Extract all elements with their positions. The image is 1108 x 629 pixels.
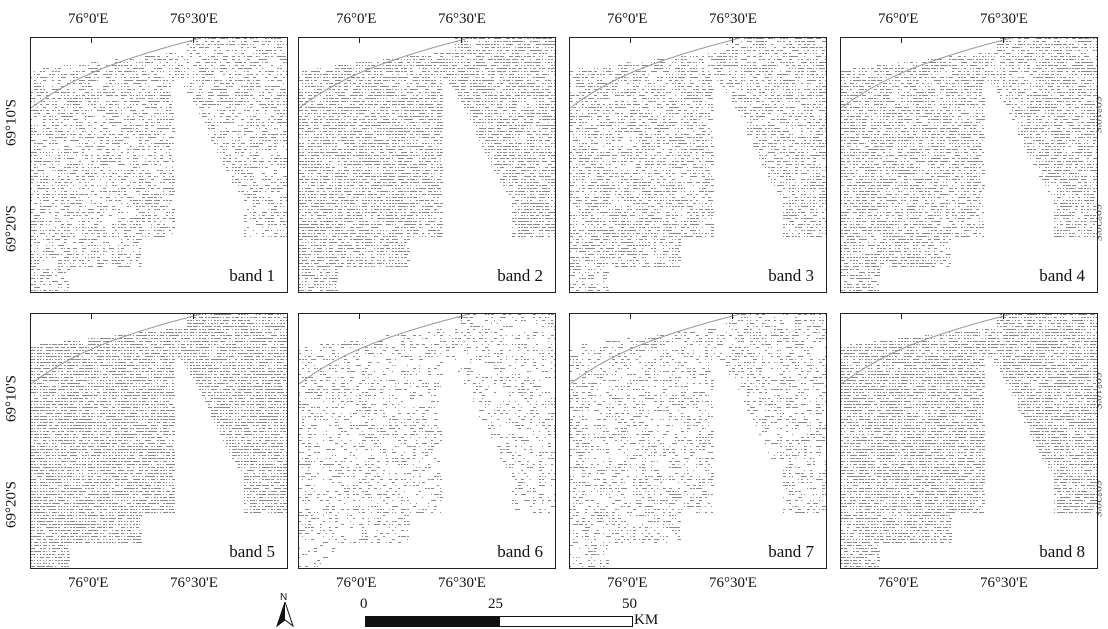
frame-tick xyxy=(901,314,902,319)
top-tick-label: 76°30'E xyxy=(438,11,486,27)
left-tick-label: 69°10'S xyxy=(3,374,20,423)
left-tick-label: 69°20'S xyxy=(3,480,20,529)
north-label: N xyxy=(280,592,288,603)
frame-tick xyxy=(359,38,360,43)
raster-texture xyxy=(299,314,555,567)
bottom-tick-label: 76°0'E xyxy=(68,575,109,591)
bottom-tick-label: 76°30'E xyxy=(709,575,757,591)
top-tick-label: 76°30'E xyxy=(709,11,757,27)
band-label: band 6 xyxy=(495,542,545,562)
coastline xyxy=(299,38,470,109)
band-panel: band 8 xyxy=(840,313,1098,569)
frame-tick xyxy=(901,38,902,43)
raster-texture xyxy=(570,314,826,567)
band-map-image xyxy=(570,38,826,291)
scale-tick-25: 25 xyxy=(488,596,503,612)
band-label: band 8 xyxy=(1037,542,1087,562)
band-panel: band 7 xyxy=(569,313,827,569)
coastline xyxy=(31,38,202,109)
frame-tick xyxy=(91,314,92,319)
band-label: band 5 xyxy=(227,542,277,562)
band-label: band 7 xyxy=(766,542,816,562)
coastline xyxy=(299,314,470,385)
scale-bar-white xyxy=(499,616,633,627)
band-panel: band 1 xyxy=(30,37,288,293)
band-map-image xyxy=(570,314,826,567)
band-label: band 3 xyxy=(766,266,816,286)
north-arrow-icon xyxy=(276,602,294,628)
bottom-tick-label: 76°30'E xyxy=(980,575,1028,591)
raster-texture xyxy=(31,314,287,567)
band-panel: band 3 xyxy=(569,37,827,293)
band-map-image xyxy=(299,314,555,567)
frame-tick xyxy=(1003,314,1004,319)
band-panel: band 2 xyxy=(298,37,556,293)
frame-tick xyxy=(630,38,631,43)
band-map-image xyxy=(841,314,1097,567)
top-tick-label: 76°0'E xyxy=(336,11,377,27)
band-label: band 1 xyxy=(227,266,277,286)
band-map-image xyxy=(841,38,1097,291)
frame-tick xyxy=(91,38,92,43)
band-map-image xyxy=(299,38,555,291)
coastline xyxy=(570,314,741,385)
band-map-image xyxy=(31,314,287,567)
frame-tick xyxy=(461,38,462,43)
north-arrow: N xyxy=(274,592,296,628)
top-tick-label: 76°30'E xyxy=(980,11,1028,27)
top-tick-label: 76°0'E xyxy=(607,11,648,27)
frame-tick xyxy=(193,314,194,319)
scale-tick-0: 0 xyxy=(360,596,368,612)
bottom-tick-label: 76°30'E xyxy=(438,575,486,591)
frame-tick xyxy=(732,314,733,319)
band-label: band 2 xyxy=(495,266,545,286)
top-tick-label: 76°30'E xyxy=(170,11,218,27)
raster-texture xyxy=(299,38,555,291)
frame-tick xyxy=(359,314,360,319)
frame-tick xyxy=(630,314,631,319)
band-panel: band 6 xyxy=(298,313,556,569)
band-panel: band 4 xyxy=(840,37,1098,293)
bottom-tick-label: 76°0'E xyxy=(336,575,377,591)
top-tick-label: 76°0'E xyxy=(878,11,919,27)
coastline xyxy=(841,38,1012,109)
raster-texture xyxy=(841,38,1097,291)
raster-texture xyxy=(31,38,287,291)
frame-tick xyxy=(1003,38,1004,43)
raster-texture xyxy=(570,38,826,291)
coastline xyxy=(31,314,202,385)
scale-unit: KM xyxy=(634,612,659,628)
scale-bar: 0 25 50 KM xyxy=(360,596,700,628)
top-tick-label: 76°0'E xyxy=(68,11,109,27)
frame-tick xyxy=(732,38,733,43)
coastline xyxy=(841,314,1012,385)
bottom-tick-label: 76°0'E xyxy=(878,575,919,591)
band-label: band 4 xyxy=(1037,266,1087,286)
band-panel: band 5 xyxy=(30,313,288,569)
frame-tick xyxy=(461,314,462,319)
left-tick-label: 69°10'S xyxy=(3,98,20,147)
bottom-tick-label: 76°30'E xyxy=(170,575,218,591)
scale-bar-black xyxy=(365,616,501,627)
frame-tick xyxy=(193,38,194,43)
scale-tick-50: 50 xyxy=(622,596,637,612)
bottom-tick-label: 76°0'E xyxy=(607,575,648,591)
coastline xyxy=(570,38,741,109)
band-map-image xyxy=(31,38,287,291)
raster-texture xyxy=(841,314,1097,567)
left-tick-label: 69°20'S xyxy=(3,204,20,253)
